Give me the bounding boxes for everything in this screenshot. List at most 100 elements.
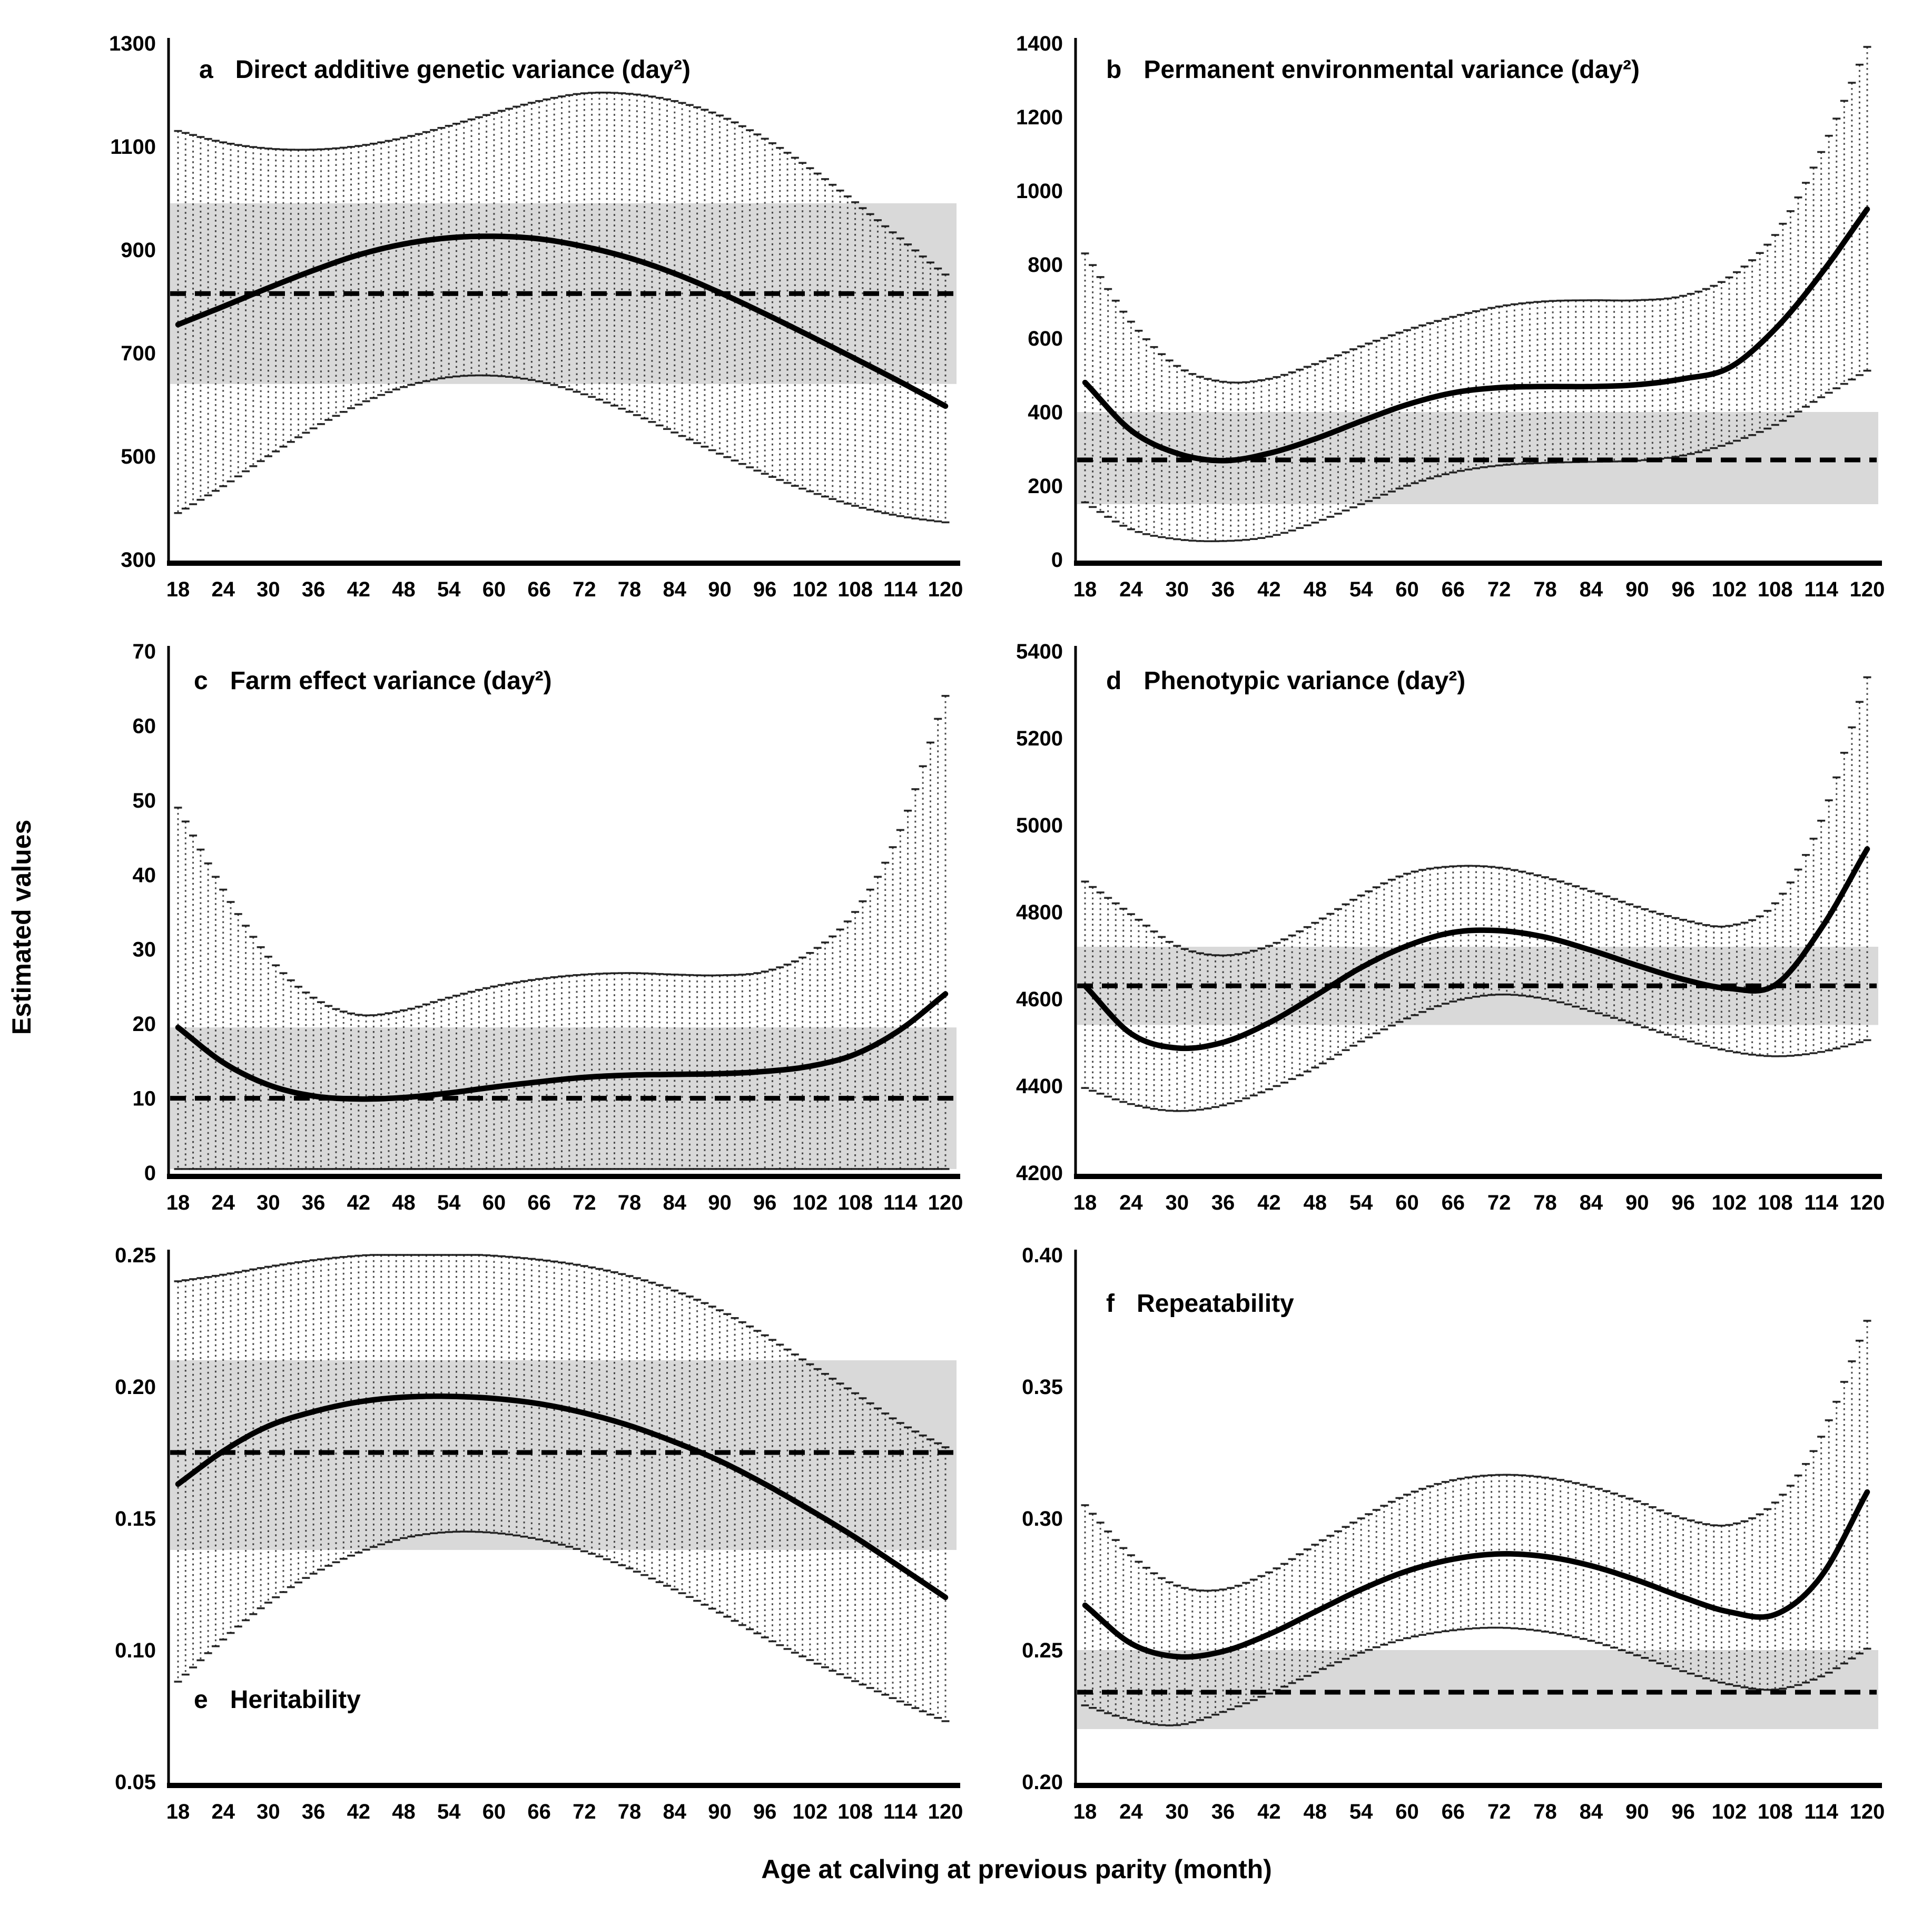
overall-ci-band bbox=[1077, 1650, 1878, 1729]
y-tick-label: 30 bbox=[133, 938, 156, 961]
y-tick-label: 5400 bbox=[1016, 640, 1063, 663]
y-tick-label: 20 bbox=[133, 1013, 156, 1036]
y-tick-label: 0 bbox=[1051, 548, 1063, 572]
y-tick-label: 600 bbox=[1028, 327, 1063, 350]
x-tick-label: 60 bbox=[482, 1800, 506, 1823]
x-tick-label: 42 bbox=[347, 578, 371, 601]
x-tick-label: 60 bbox=[1395, 1800, 1419, 1823]
x-tick-labels: 18 24 30 36 42 48 54 60 66 72 78 84 90 96 102 108 114 120 bbox=[166, 1191, 963, 1214]
x-tick-label: 30 bbox=[1165, 1800, 1189, 1823]
x-tick-label: 96 bbox=[753, 1800, 777, 1823]
x-tick-label: 114 bbox=[1804, 1800, 1838, 1823]
panel-title: a Direct additive genetic variance (day²) bbox=[199, 56, 691, 84]
x-tick-label: 120 bbox=[928, 578, 963, 601]
estimate-curve bbox=[1082, 1489, 1870, 1660]
y-tick-label: 4200 bbox=[1016, 1162, 1063, 1185]
x-tick-label: 84 bbox=[663, 1800, 687, 1823]
x-tick-label: 42 bbox=[1257, 1800, 1281, 1823]
x-tick-label: 18 bbox=[166, 1800, 190, 1823]
x-tick-labels: 18 24 30 36 42 48 54 60 66 72 78 84 90 96 102 108 114 120 bbox=[1073, 578, 1885, 601]
y-tick-label: 0.35 bbox=[1022, 1376, 1063, 1399]
x-tick-label: 36 bbox=[302, 1191, 326, 1214]
y-tick-label: 300 bbox=[121, 548, 156, 572]
x-tick-label: 90 bbox=[1625, 1800, 1649, 1823]
x-tick-label: 42 bbox=[1257, 1191, 1281, 1214]
x-tick-label: 120 bbox=[1850, 1800, 1885, 1823]
y-tick-label: 0.15 bbox=[115, 1507, 156, 1530]
x-tick-label: 48 bbox=[392, 578, 416, 601]
panel-repeatability: 0.20 0.25 0.30 0.35 0.40 18 24 30 36 42 48 54 60 66 72… bbox=[1022, 1244, 1885, 1823]
x-tick-label: 78 bbox=[1533, 1191, 1557, 1214]
x-tick-label: 66 bbox=[1442, 1191, 1465, 1214]
y-tick-label: 10 bbox=[133, 1087, 156, 1111]
y-tick-label: 0.40 bbox=[1022, 1244, 1063, 1267]
x-tick-labels: 18 24 30 36 42 48 54 60 66 72 78 84 90 96 102 108 114 120 bbox=[166, 578, 963, 601]
y-tick-label: 500 bbox=[121, 445, 156, 468]
x-tick-label: 66 bbox=[527, 578, 551, 601]
y-tick-labels: 0.05 0.10 0.15 0.20 0.25 bbox=[115, 1244, 156, 1794]
x-tick-label: 120 bbox=[928, 1800, 963, 1823]
estimate-curve bbox=[175, 1393, 949, 1601]
x-tick-label: 72 bbox=[1487, 1800, 1511, 1823]
x-tick-labels: 18 24 30 36 42 48 54 60 66 72 78 84 90 96 102 108 114 120 bbox=[166, 1800, 963, 1823]
y-tick-label: 0.10 bbox=[115, 1639, 156, 1662]
y-tick-labels: 300 500 700 900 1100 1300 bbox=[109, 32, 156, 572]
x-tick-label: 42 bbox=[347, 1800, 371, 1823]
x-tick-label: 36 bbox=[1211, 1191, 1235, 1214]
x-tick-label: 78 bbox=[1533, 578, 1557, 601]
estimate-curve bbox=[175, 991, 949, 1102]
x-tick-label: 84 bbox=[663, 578, 687, 601]
panel-title: b Permanent environmental variance (day²) bbox=[1106, 56, 1640, 84]
estimate-curve bbox=[175, 233, 949, 409]
x-tick-label: 24 bbox=[211, 1191, 235, 1214]
x-tick-label: 24 bbox=[211, 578, 235, 601]
x-tick-label: 108 bbox=[1758, 1800, 1793, 1823]
x-tick-label: 48 bbox=[1304, 1191, 1327, 1214]
x-tick-label: 30 bbox=[257, 1800, 280, 1823]
x-tick-label: 90 bbox=[708, 1800, 732, 1823]
x-tick-label: 108 bbox=[837, 1800, 873, 1823]
x-tick-label: 102 bbox=[793, 578, 828, 601]
x-tick-label: 108 bbox=[837, 1191, 873, 1214]
x-tick-label: 84 bbox=[1580, 578, 1603, 601]
y-tick-labels: 0 10 20 30 40 50 60 70 bbox=[133, 640, 156, 1185]
x-tick-label: 36 bbox=[302, 578, 326, 601]
panel-title: c Farm effect variance (day²) bbox=[194, 667, 552, 695]
x-tick-label: 90 bbox=[708, 1191, 732, 1214]
x-tick-label: 42 bbox=[1257, 578, 1281, 601]
x-tick-label: 60 bbox=[1395, 578, 1419, 601]
panel-direct-additive-genetic-variance: 300 500 700 900 1100 1300 18 24 30 36 42 48 54 60 66 72… bbox=[109, 32, 963, 601]
y-tick-label: 4400 bbox=[1016, 1075, 1063, 1098]
y-tick-label: 0 bbox=[144, 1162, 156, 1185]
y-tick-label: 800 bbox=[1028, 253, 1063, 277]
x-tick-label: 48 bbox=[1304, 1800, 1327, 1823]
x-tick-label: 114 bbox=[883, 1191, 918, 1214]
y-tick-label: 1300 bbox=[109, 32, 156, 55]
x-tick-label: 108 bbox=[837, 578, 873, 601]
ci-error-bars bbox=[174, 91, 950, 524]
x-tick-label: 78 bbox=[618, 578, 642, 601]
x-tick-label: 102 bbox=[793, 1800, 828, 1823]
x-tick-label: 18 bbox=[166, 1191, 190, 1214]
y-tick-label: 400 bbox=[1028, 401, 1063, 424]
panel-heritability: 0.05 0.10 0.15 0.20 0.25 18 24 30 36 42 48 54 60 66 72… bbox=[115, 1244, 963, 1823]
x-tick-label: 90 bbox=[1625, 1191, 1649, 1214]
x-tick-label: 72 bbox=[1487, 578, 1511, 601]
x-tick-label: 90 bbox=[708, 578, 732, 601]
y-tick-label: 50 bbox=[133, 789, 156, 812]
x-tick-label: 54 bbox=[437, 1191, 461, 1214]
x-tick-label: 54 bbox=[1349, 1800, 1373, 1823]
x-tick-label: 24 bbox=[211, 1800, 235, 1823]
x-tick-label: 120 bbox=[1850, 578, 1885, 601]
y-tick-label: 40 bbox=[133, 863, 156, 887]
x-tick-label: 96 bbox=[753, 1191, 777, 1214]
y-tick-label: 70 bbox=[133, 640, 156, 663]
x-tick-label: 18 bbox=[166, 578, 190, 601]
x-tick-label: 48 bbox=[392, 1191, 416, 1214]
x-tick-label: 54 bbox=[1349, 578, 1373, 601]
x-tick-label: 18 bbox=[1073, 578, 1097, 601]
y-tick-label: 5200 bbox=[1016, 727, 1063, 750]
x-tick-label: 108 bbox=[1758, 578, 1793, 601]
